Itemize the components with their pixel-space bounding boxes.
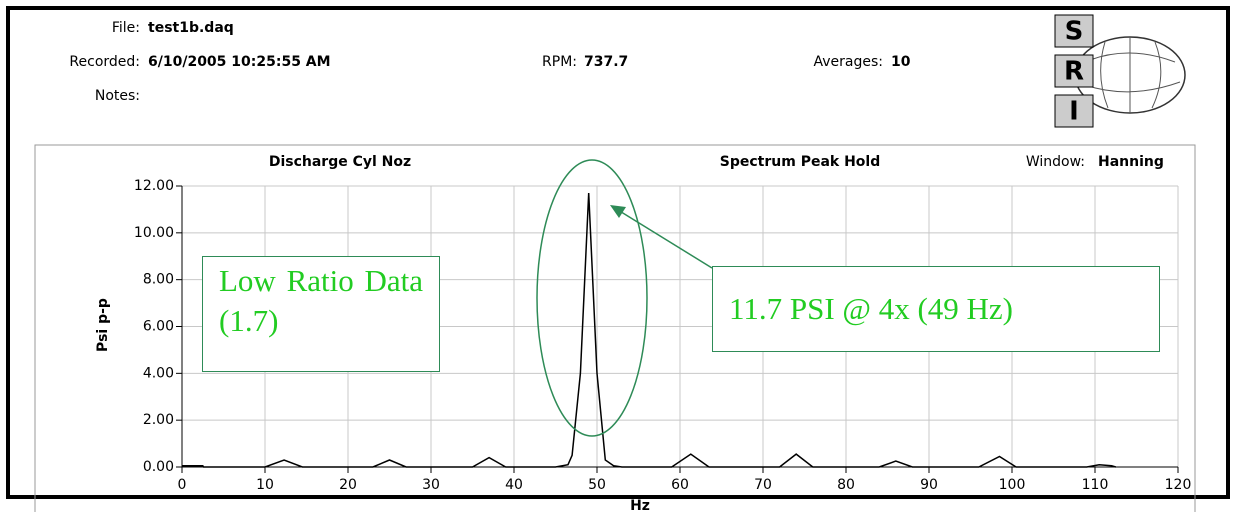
averages-label: Averages: xyxy=(813,54,883,70)
x-tick-label: 50 xyxy=(588,477,606,493)
window-label: Window: xyxy=(1026,154,1085,170)
y-tick-label: 2.00 xyxy=(143,412,174,428)
logo: S R I xyxy=(1054,14,1186,128)
notes-label: Notes: xyxy=(95,88,140,104)
logo-box xyxy=(1054,94,1094,128)
frame xyxy=(6,6,1230,499)
x-tick-label: 90 xyxy=(920,477,938,493)
file-label: File: xyxy=(112,20,140,36)
window: Hanning xyxy=(1098,154,1164,170)
y-tick-label: 6.00 xyxy=(143,319,174,335)
y-tick-label: 10.00 xyxy=(134,225,174,241)
spectrum-line xyxy=(182,192,1117,468)
chart-subtitle: Spectrum Peak Hold xyxy=(720,154,880,170)
y-axis-label: Psi p-p xyxy=(95,298,111,352)
rpm-label: RPM: xyxy=(542,54,577,70)
file: test1b.daq xyxy=(148,20,234,36)
x-tick-label: 30 xyxy=(422,477,440,493)
recorded: 6/10/2005 10:25:55 AM xyxy=(148,54,331,70)
rpm: 737.7 xyxy=(584,54,628,70)
arrow-head xyxy=(610,205,626,218)
x-tick-label: 100 xyxy=(999,477,1026,493)
highlight-ellipse xyxy=(536,159,648,437)
x-tick-label: 110 xyxy=(1082,477,1109,493)
x-tick-label: 60 xyxy=(671,477,689,493)
x-tick-label: 70 xyxy=(754,477,772,493)
x-tick-label: 80 xyxy=(837,477,855,493)
y-tick-label: 12.00 xyxy=(134,178,174,194)
annotation: 11.7 PSI @ 4x (49 Hz) xyxy=(712,266,1160,352)
x-tick-label: 10 xyxy=(256,477,274,493)
logo-box xyxy=(1054,54,1094,88)
logo-letter: I xyxy=(1069,97,1079,127)
annotation: Low Ratio Data (1.7) xyxy=(202,256,440,372)
x-tick-label: 40 xyxy=(505,477,523,493)
x-tick-label: 20 xyxy=(339,477,357,493)
logo-box xyxy=(1054,14,1094,48)
y-tick-label: 4.00 xyxy=(143,365,174,381)
chart-panel xyxy=(34,144,1196,512)
x-axis-label: Hz xyxy=(630,498,650,512)
averages: 10 xyxy=(891,54,911,70)
chart-title: Discharge Cyl Noz xyxy=(269,154,411,170)
logo-letter: S xyxy=(1065,17,1084,47)
x-tick-label: 120 xyxy=(1165,477,1192,493)
recorded-label: Recorded: xyxy=(69,54,140,70)
logo-letter: R xyxy=(1064,57,1084,87)
y-tick-label: 0.00 xyxy=(143,459,174,475)
arrow xyxy=(617,209,713,269)
y-tick-label: 8.00 xyxy=(143,272,174,288)
logo-lines xyxy=(1084,37,1181,113)
x-tick-label: 0 xyxy=(178,477,187,493)
